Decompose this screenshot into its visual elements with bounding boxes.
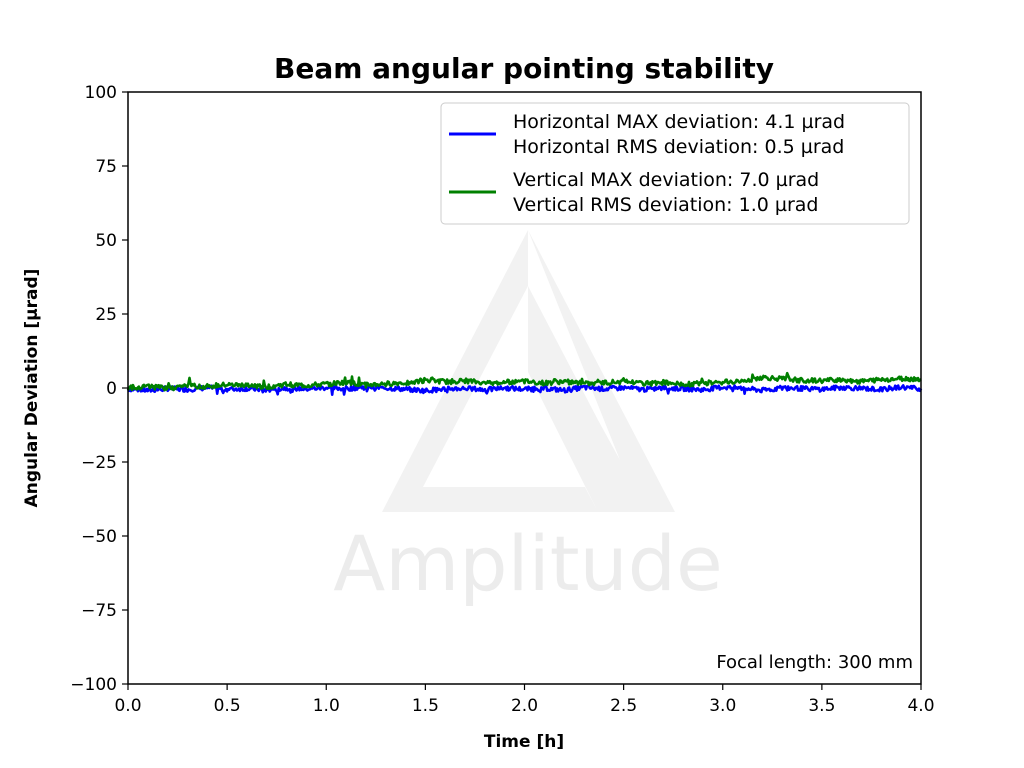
y-tick-label: 100: [85, 83, 117, 103]
x-tick-label: 1.0: [313, 696, 340, 716]
y-tick-label: −75: [81, 601, 117, 621]
x-tick-label: 2.5: [610, 696, 637, 716]
x-tick-label: 2.0: [511, 696, 538, 716]
watermark-triangle-icon: [382, 230, 675, 512]
watermark-logo: Amplitude: [333, 230, 723, 608]
x-axis-label: Time [h]: [484, 732, 564, 752]
series-group: [126, 371, 923, 397]
y-tick-label: 50: [95, 231, 117, 251]
chart-title: Beam angular pointing stability: [274, 52, 774, 85]
series-line-vertical: [126, 371, 922, 392]
y-tick-label: 25: [95, 305, 117, 325]
legend-vertical-rms: Vertical RMS deviation: 1.0 µrad: [513, 194, 818, 216]
x-tick-label: 3.5: [808, 696, 835, 716]
x-tick-label: 4.0: [907, 696, 934, 716]
y-tick-label: 75: [95, 157, 117, 177]
y-tick-label: −25: [81, 453, 117, 473]
y-tick-label: −50: [81, 527, 117, 547]
y-tick-label: 0: [106, 379, 117, 399]
legend-vertical-max: Vertical MAX deviation: 7.0 µrad: [513, 169, 819, 191]
x-axis: 0.0 0.5 1.0 1.5 2.0 2.5 3.0 3.5 4.0: [114, 684, 935, 716]
x-tick-label: 3.0: [709, 696, 736, 716]
legend-horizontal-rms: Horizontal RMS deviation: 0.5 µrad: [513, 136, 844, 158]
x-tick-label: 0.5: [214, 696, 241, 716]
x-tick-label: 1.5: [412, 696, 439, 716]
watermark-text: Amplitude: [333, 519, 722, 608]
legend-box: [440, 102, 910, 225]
y-axis-label: Angular Deviation [µrad]: [22, 269, 42, 508]
x-tick-label: 0.0: [114, 696, 141, 716]
legend-horizontal-max: Horizontal MAX deviation: 4.1 µrad: [513, 111, 845, 133]
legend: Horizontal MAX deviation: 4.1 µrad Horiz…: [440, 102, 910, 225]
y-tick-label: −100: [70, 675, 117, 695]
focal-length-annotation: Focal length: 300 mm: [716, 652, 913, 673]
y-axis: 100 75 50 25 0 −25 −50 −75 −100: [70, 83, 128, 695]
